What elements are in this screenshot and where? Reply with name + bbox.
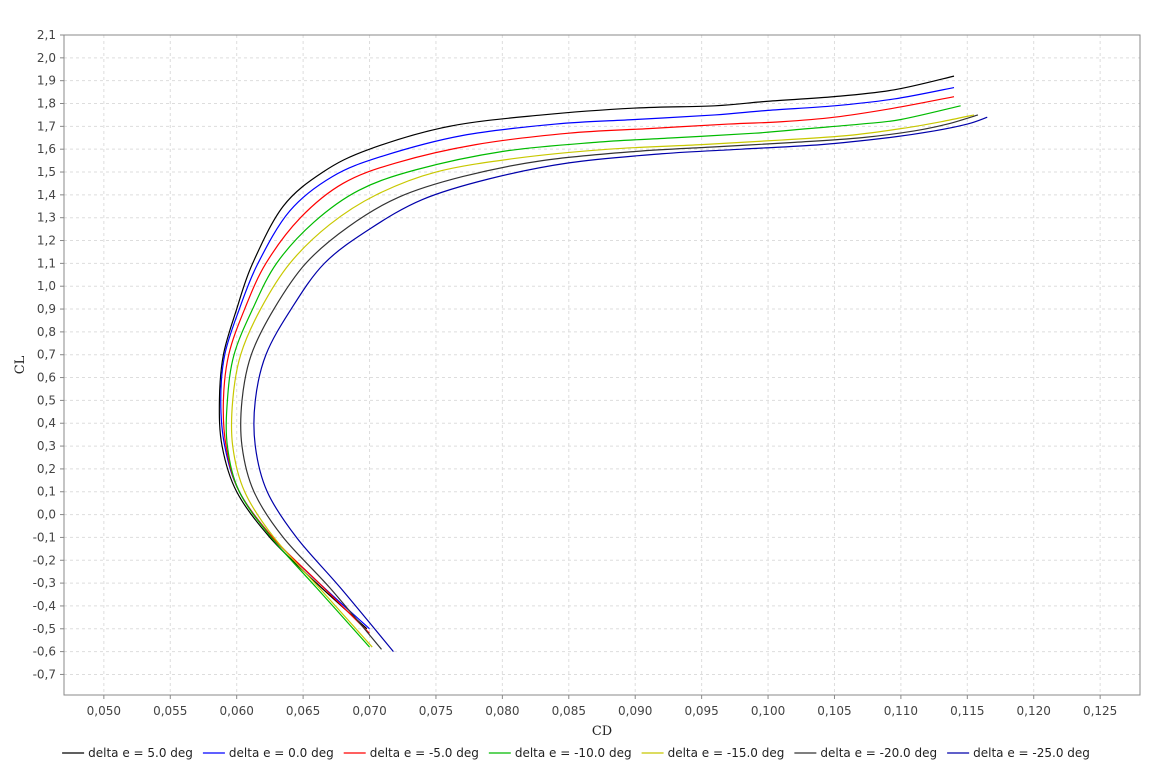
legend-item: delta e = 0.0 deg [202, 746, 334, 760]
y-tick-label: 0,7 [37, 348, 56, 362]
x-tick-label: 0,100 [751, 704, 785, 718]
x-axis-title: CD [592, 724, 612, 739]
legend-label: delta e = -15.0 deg [668, 746, 785, 760]
x-tick-label: 0,060 [220, 704, 254, 718]
x-tick-label: 0,055 [153, 704, 187, 718]
y-tick-label: 0,0 [37, 508, 56, 522]
x-tick-label: 0,090 [618, 704, 652, 718]
y-tick-label: -0,5 [33, 622, 56, 636]
x-tick-label: 0,075 [419, 704, 453, 718]
plot-area-frame [63, 34, 1141, 696]
legend-label: delta e = 5.0 deg [88, 746, 193, 760]
x-tick-label: 0,105 [817, 704, 851, 718]
legend-label: delta e = -5.0 deg [370, 746, 479, 760]
y-tick-label: -0,1 [33, 530, 56, 544]
y-tick-label: -0,7 [33, 667, 56, 681]
y-axis-title: CL [13, 355, 28, 374]
legend-label: delta e = -10.0 deg [515, 746, 632, 760]
y-tick-label: 0,6 [37, 371, 56, 385]
x-tick-label: 0,085 [552, 704, 586, 718]
x-tick-label: 0,115 [950, 704, 984, 718]
y-tick-label: 1,2 [37, 234, 56, 248]
legend-item: delta e = -20.0 deg [794, 746, 937, 760]
axis-ticks: 0,050 0,055 0,060 0,065 0,070 0,075 0,080 0,085… [33, 28, 1118, 718]
y-tick-label: 0,5 [37, 393, 56, 407]
x-tick-label: 0,070 [352, 704, 386, 718]
legend-label: delta e = 0.0 deg [229, 746, 334, 760]
y-tick-label: 1,3 [37, 211, 56, 225]
x-tick-label: 0,095 [684, 704, 718, 718]
x-tick-label: 0,110 [884, 704, 918, 718]
y-tick-label: 0,3 [37, 439, 56, 453]
legend-label: delta e = -25.0 deg [973, 746, 1090, 760]
y-tick-label: 0,2 [37, 462, 56, 476]
y-tick-label: -0,3 [33, 576, 56, 590]
y-tick-label: -0,6 [33, 645, 56, 659]
series-line-0 [218, 75, 955, 630]
y-tick-label: -0,4 [33, 599, 56, 613]
legend-item: delta e = -10.0 deg [488, 746, 632, 760]
x-tick-label: 0,125 [1083, 704, 1117, 718]
series-line-3 [225, 105, 961, 648]
y-tick-label: 1,9 [37, 74, 56, 88]
y-tick-label: 1,6 [37, 142, 56, 156]
legend-item: delta e = -15.0 deg [641, 746, 785, 760]
y-tick-label: 1,4 [37, 188, 56, 202]
y-tick-label: 1,1 [37, 256, 56, 270]
legend-label: delta e = -20.0 deg [820, 746, 937, 760]
y-tick-label: 2,0 [37, 51, 56, 65]
series-lines [218, 75, 988, 652]
legend-item: delta e = -5.0 deg [343, 746, 479, 760]
y-tick-label: 0,1 [37, 485, 56, 499]
series-line-5 [240, 114, 979, 650]
series-line-4 [230, 114, 975, 648]
legend-item: delta e = 5.0 deg [62, 746, 193, 760]
y-tick-label: 1,5 [37, 165, 56, 179]
legend-item: delta e = -25.0 deg [947, 746, 1090, 760]
y-tick-label: -0,2 [33, 553, 56, 567]
x-tick-label: 0,120 [1017, 704, 1051, 718]
y-tick-label: 0,4 [37, 416, 56, 430]
y-tick-label: 0,9 [37, 302, 56, 316]
grid-lines [64, 34, 1140, 695]
y-tick-label: 1,8 [37, 97, 56, 111]
y-tick-label: 2,1 [37, 28, 56, 42]
x-tick-label: 0,065 [286, 704, 320, 718]
y-tick-label: 1,0 [37, 279, 56, 293]
x-tick-label: 0,050 [87, 704, 121, 718]
y-tick-label: 0,8 [37, 325, 56, 339]
y-tick-label: 1,7 [37, 119, 56, 133]
series-line-6 [253, 116, 988, 652]
legend: delta e = 5.0 deg delta e = 0.0 deg delta … [62, 746, 1090, 760]
x-tick-label: 0,080 [485, 704, 519, 718]
